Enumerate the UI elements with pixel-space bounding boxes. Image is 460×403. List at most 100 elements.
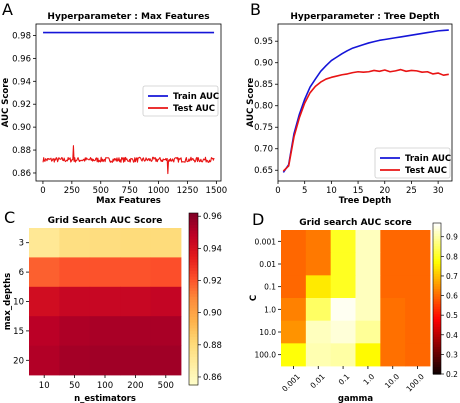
colorbar-segment — [189, 218, 198, 223]
colorbar-segment — [433, 250, 441, 254]
colorbar-segment — [433, 260, 441, 264]
heatmap-cell — [380, 275, 406, 299]
colorbar-segment — [189, 284, 198, 289]
colorbar-segment — [189, 373, 198, 377]
colorbar-segment — [433, 331, 441, 335]
colorbar-segment — [433, 303, 441, 307]
y-axis-label: C — [249, 295, 259, 301]
series-line-test — [42, 145, 215, 175]
colorbar-segment — [189, 256, 198, 260]
y-tick-label: 0.75 — [254, 123, 273, 133]
series-line-test — [282, 68, 449, 172]
colorbar-segment — [433, 238, 441, 242]
heatmap-cell — [29, 286, 60, 317]
heatmap-cell — [405, 230, 431, 254]
x-axis-label: Tree Depth — [339, 196, 392, 206]
colorbar-segment — [433, 228, 441, 232]
colorbar-segment — [189, 370, 198, 375]
y-tick-label: 0.70 — [254, 145, 273, 155]
colorbar-segment — [189, 224, 198, 228]
colorbar-segment — [433, 366, 441, 370]
colorbar-segment — [189, 250, 198, 254]
colorbar-segment — [189, 316, 198, 320]
colorbar-tick-label: 0.7 — [446, 272, 458, 281]
heatmap-cell — [29, 257, 60, 288]
colorbar-segment — [189, 376, 198, 380]
colorbar-segment — [189, 221, 198, 226]
heatmap-cell — [59, 228, 91, 258]
colorbar-segment — [433, 270, 441, 274]
colorbar-segment — [433, 293, 441, 297]
colorbar-segment — [433, 255, 441, 259]
colorbar-segment — [433, 243, 441, 247]
colorbar-segment — [189, 261, 198, 266]
colorbar-segment — [433, 253, 441, 257]
colorbar-segment — [433, 351, 441, 355]
colorbar-segment — [433, 333, 441, 337]
x-tick-label: 100 — [97, 381, 113, 391]
heatmap-cell — [330, 343, 356, 367]
colorbar-segment — [433, 268, 441, 272]
x-tick-label: 5 — [302, 186, 307, 196]
y-tick-label: 0.80 — [254, 102, 273, 112]
colorbar-segment — [189, 342, 198, 346]
colorbar-segment — [189, 281, 198, 286]
x-tick-label: 20 — [379, 186, 390, 196]
heatmap-cell — [355, 230, 381, 254]
heatmap-cell — [330, 320, 356, 344]
colorbar-tick-label: 0.86 — [203, 373, 222, 383]
heatmap-cell — [405, 343, 431, 367]
colorbar-segment — [433, 301, 441, 305]
heatmap-cell — [405, 252, 431, 276]
y-axis-label: AUC Score — [1, 78, 11, 128]
colorbar-segment — [433, 285, 441, 290]
x-tick-label: 750 — [122, 186, 138, 196]
colorbar-segment — [433, 311, 441, 315]
colorbar-segment — [433, 308, 441, 312]
y-tick-label: 0.86 — [12, 169, 31, 179]
y-tick-label: 0.95 — [254, 37, 273, 47]
colorbar-segment — [189, 278, 198, 283]
heatmap-cell — [150, 228, 182, 258]
colorbar-tick-label: 0.6 — [446, 292, 458, 301]
colorbar-segment — [189, 321, 198, 326]
x-tick-label: 1250 — [177, 186, 199, 196]
x-tick-label: 50 — [69, 381, 80, 391]
heatmap-cell — [120, 286, 151, 317]
colorbar-segment — [433, 223, 441, 227]
colorbar-segment — [433, 341, 441, 345]
colorbar-segment — [433, 265, 441, 269]
colorbar-tick-label: 0.4 — [446, 331, 458, 340]
heatmap-cell — [120, 257, 151, 288]
colorbar-segment — [433, 318, 441, 322]
colorbar-segment — [433, 275, 441, 279]
colorbar-segment — [189, 238, 198, 243]
x-tick-label: 250 — [64, 186, 80, 196]
colorbar-tick-label: 0.90 — [203, 309, 222, 319]
colorbar-segment — [433, 316, 441, 320]
chart-title: Hyperparameter : Tree Depth — [290, 12, 439, 22]
colorbar-segment — [189, 293, 198, 297]
colorbar-tick-label: 0.94 — [203, 244, 222, 254]
colorbar-segment — [189, 258, 198, 263]
colorbar-segment — [189, 310, 198, 314]
y-tick-label: 100.0 — [255, 351, 277, 360]
colorbar-segment — [433, 280, 441, 284]
x-tick-label: 0 — [275, 186, 280, 196]
colorbar-segment — [189, 235, 198, 240]
y-tick-label: 0.90 — [254, 59, 273, 69]
heatmap-cell — [330, 252, 356, 276]
colorbar-segment — [189, 213, 198, 217]
colorbar-segment — [433, 240, 441, 244]
x-tick-label: 10.0 — [383, 372, 401, 390]
y-tick-label: 20 — [13, 356, 24, 366]
x-tick-label: 10 — [39, 381, 50, 391]
heatmap-cell — [305, 343, 332, 367]
colorbar-segment — [189, 344, 198, 349]
colorbar-segment — [433, 306, 441, 310]
colorbar-segment — [189, 273, 198, 277]
colorbar-segment — [189, 241, 198, 246]
heatmap-cell — [120, 316, 151, 346]
panel-letter-c: C — [4, 208, 15, 227]
heatmap-cell — [89, 316, 121, 346]
